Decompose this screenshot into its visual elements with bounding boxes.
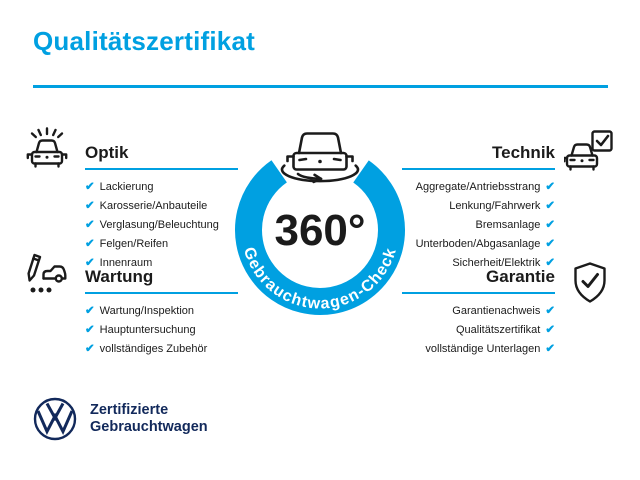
check-icon: ✔ xyxy=(85,257,95,269)
check-icon: ✔ xyxy=(545,257,555,269)
section-technik: Technik Aggregate/Antriebsstrang ✔ Lenkun… xyxy=(380,143,555,273)
garantie-checklist: Garantienachweis ✔ Qualitätszertifikat ✔ v… xyxy=(380,302,555,359)
checklist-item: ✔ Wartung/Inspektion xyxy=(85,302,260,321)
check-icon: ✔ xyxy=(85,305,95,317)
checklist-item: Sicherheit/Elektrik ✔ xyxy=(380,254,555,273)
checklist-item-label: vollständige Unterlagen xyxy=(425,343,541,355)
check-icon: ✔ xyxy=(545,343,555,355)
checklist-item-label: Lackierung xyxy=(99,181,154,193)
checklist-item: ✔ Karosserie/Anbauteile xyxy=(85,197,260,216)
checklist-item: vollständige Unterlagen ✔ xyxy=(380,340,555,359)
check-icon: ✔ xyxy=(85,181,95,193)
check-icon: ✔ xyxy=(545,305,555,317)
technik-checklist: Aggregate/Antriebsstrang ✔ Lenkung/Fahrwe… xyxy=(380,178,555,273)
checklist-item-label: Garantienachweis xyxy=(452,305,541,317)
footer-line2: Gebrauchtwagen xyxy=(90,419,208,435)
title-divider xyxy=(33,85,608,88)
check-icon: ✔ xyxy=(85,238,95,250)
car-rotation-icon xyxy=(280,132,360,184)
checklist-item-label: vollständiges Zubehör xyxy=(99,343,208,355)
section-divider xyxy=(402,292,555,294)
checklist-item-label: Wartung/Inspektion xyxy=(99,305,195,317)
360-check-graphic: Gebrauchtwagen-Check 360° xyxy=(220,112,420,347)
check-icon: ✔ xyxy=(545,219,555,231)
checklist-item: ✔ Felgen/Reifen xyxy=(85,235,260,254)
car-shine-icon xyxy=(24,127,70,173)
checklist-item: ✔ vollständiges Zubehör xyxy=(85,340,260,359)
checklist-item: ✔ Innenraum xyxy=(85,254,260,273)
section-divider xyxy=(85,168,238,170)
section-wartung: Wartung ✔ Wartung/Inspektion ✔ Hauptunters… xyxy=(85,267,260,359)
pencil-car-icon xyxy=(24,252,70,298)
section-divider xyxy=(402,168,555,170)
check-icon: ✔ xyxy=(85,200,95,212)
checklist-item-label: Sicherheit/Elektrik xyxy=(452,257,541,269)
footer-brand: Zertifizierte Gebrauchtwagen xyxy=(33,397,208,441)
page-title: Qualitätszertifikat xyxy=(33,26,255,56)
checklist-item-label: Verglasung/Beleuchtung xyxy=(99,219,219,231)
check-icon: ✔ xyxy=(545,238,555,250)
checklist-item-label: Lenkung/Fahrwerk xyxy=(449,200,541,212)
check-icon: ✔ xyxy=(545,200,555,212)
section-garantie: Garantie Garantienachweis ✔ Qualitätszert… xyxy=(380,267,555,359)
checklist-item-label: Innenraum xyxy=(99,257,153,269)
360-degrees-label: 360° xyxy=(274,206,365,255)
check-icon: ✔ xyxy=(545,324,555,336)
section-optik: Optik ✔ Lackierung ✔ Karosserie/Anbauteile… xyxy=(85,143,260,273)
car-checkbox-icon xyxy=(564,129,614,175)
checklist-item-label: Karosserie/Anbauteile xyxy=(99,200,208,212)
footer-text: Zertifizierte Gebrauchtwagen xyxy=(90,402,208,436)
checklist-item-label: Felgen/Reifen xyxy=(99,238,169,250)
check-icon: ✔ xyxy=(85,343,95,355)
checklist-item-label: Qualitätszertifikat xyxy=(455,324,541,336)
checklist-item: ✔ Hauptuntersuchung xyxy=(85,321,260,340)
vw-logo xyxy=(33,397,77,441)
checklist-item: Lenkung/Fahrwerk ✔ xyxy=(380,197,555,216)
checklist-item: ✔ Lackierung xyxy=(85,178,260,197)
checklist-item: Garantienachweis ✔ xyxy=(380,302,555,321)
checklist-item: Bremsanlage ✔ xyxy=(380,216,555,235)
checklist-item-label: Unterboden/Abgasanlage xyxy=(415,238,541,250)
checklist-item: Unterboden/Abgasanlage ✔ xyxy=(380,235,555,254)
section-garantie-title: Garantie xyxy=(486,267,555,286)
checklist-item-label: Hauptuntersuchung xyxy=(99,324,196,336)
checklist-item: Aggregate/Antriebsstrang ✔ xyxy=(380,178,555,197)
section-technik-title: Technik xyxy=(492,143,555,162)
shield-check-icon xyxy=(571,261,609,305)
section-optik-title: Optik xyxy=(85,143,129,162)
checklist-item-label: Bremsanlage xyxy=(475,219,541,231)
optik-checklist: ✔ Lackierung ✔ Karosserie/Anbauteile ✔ Verg… xyxy=(85,178,260,273)
check-icon: ✔ xyxy=(85,219,95,231)
section-wartung-title: Wartung xyxy=(85,267,154,286)
section-divider xyxy=(85,292,238,294)
check-icon: ✔ xyxy=(545,181,555,193)
footer-line1: Zertifizierte xyxy=(90,402,169,418)
wartung-checklist: ✔ Wartung/Inspektion ✔ Hauptuntersuchung ✔… xyxy=(85,302,260,359)
checklist-item-label: Aggregate/Antriebsstrang xyxy=(415,181,541,193)
checklist-item: ✔ Verglasung/Beleuchtung xyxy=(85,216,260,235)
blue-ring xyxy=(235,145,405,315)
check-icon: ✔ xyxy=(85,324,95,336)
checklist-item: Qualitätszertifikat ✔ xyxy=(380,321,555,340)
